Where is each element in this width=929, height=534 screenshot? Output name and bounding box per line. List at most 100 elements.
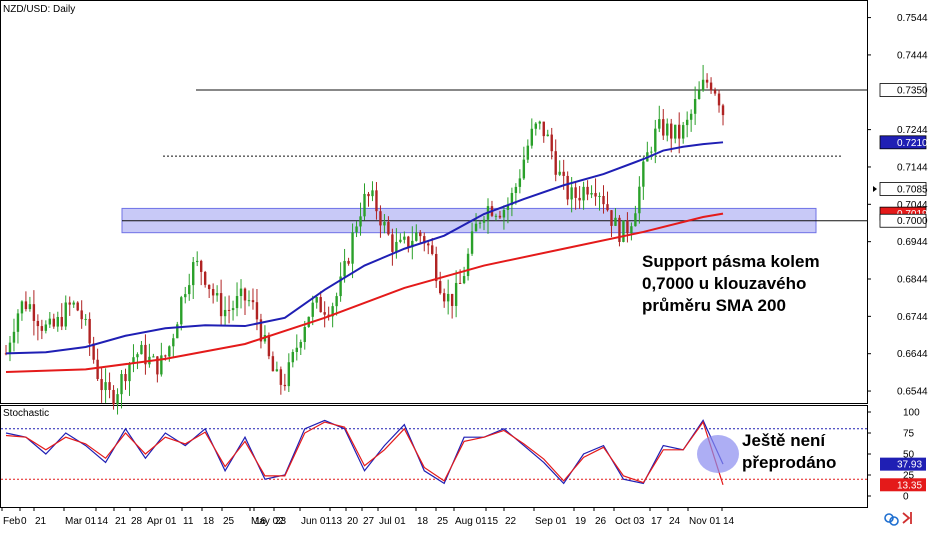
candle-body: [92, 343, 95, 360]
candle-body: [311, 302, 314, 317]
candle-body: [28, 304, 32, 310]
candle-body: [594, 193, 597, 197]
price-axis: 0.7544 0.7444 0.7244 0.7144 0.7044 0.6944 0.68…: [867, 13, 928, 398]
support-annotation-line-1: Support pásma kolem: [642, 252, 820, 271]
time-tick-label: 26: [595, 516, 607, 527]
time-tick-label: 15: [487, 516, 499, 527]
candle-body: [20, 301, 24, 314]
candle-body: [423, 236, 426, 244]
candle-body: [427, 243, 430, 246]
candle-body: [323, 312, 326, 315]
candle-body: [458, 282, 462, 284]
candle-body: [546, 134, 549, 137]
oversold-annotation-line-1: Ještě není: [742, 431, 826, 450]
candle-body: [112, 389, 115, 405]
candle-body: [466, 253, 470, 277]
candle-body: [415, 232, 418, 241]
candle-body: [227, 309, 231, 311]
time-tick-label: 25: [437, 516, 449, 527]
candle-body: [192, 262, 195, 286]
candle-body: [60, 316, 63, 327]
candle-body: [674, 124, 677, 139]
candle-body: [275, 369, 279, 372]
candle-body: [462, 276, 466, 284]
stochastic-line-1: [5, 420, 724, 485]
stochastic-tick-label: 100: [903, 408, 920, 419]
candle-body: [231, 308, 235, 311]
candle-body: [681, 125, 685, 139]
stochastic-panel-title: Stochastic: [3, 408, 49, 419]
stochastic-badge-label: 13.35: [897, 480, 922, 491]
candle-body: [76, 302, 79, 311]
candle-body: [387, 221, 390, 235]
candle-body: [713, 90, 717, 94]
candle-body: [526, 145, 530, 160]
candle-body: [606, 204, 609, 211]
candle-body: [199, 260, 203, 272]
candle-body: [108, 382, 111, 390]
support-annotation: Support pásma kolem 0,7000 u klouzavého …: [642, 252, 824, 315]
candle-body: [626, 220, 629, 234]
candle-body: [343, 260, 346, 277]
price-panel-title: NZD/USD: Daily: [3, 4, 75, 15]
candle-body: [474, 223, 478, 232]
candle-body: [116, 394, 119, 405]
price-badge-label: 0.7350: [897, 86, 928, 97]
candle-body: [701, 79, 705, 91]
candle-body: [470, 231, 474, 254]
candle-body: [40, 326, 44, 331]
time-tick-label: 18: [417, 516, 429, 527]
candle-body: [100, 379, 103, 391]
candle-body: [259, 319, 263, 342]
time-tick-label: 27: [363, 516, 375, 527]
stochastic-levels: [1, 428, 867, 480]
candle-body: [196, 260, 199, 263]
time-tick-label: Nov 01: [689, 516, 721, 527]
candle-body: [203, 271, 207, 285]
price-tick-label: 0.7444: [897, 50, 928, 61]
price-tick-label: 0.7544: [897, 13, 928, 24]
candle-body: [36, 320, 40, 327]
candle-body: [140, 344, 143, 355]
candle-body: [235, 296, 239, 309]
candle-body: [271, 356, 275, 372]
candle-body: [435, 253, 438, 282]
candle-body: [120, 374, 123, 395]
candle-body: [136, 354, 139, 358]
candle-body: [219, 293, 223, 317]
link-icon[interactable]: [884, 513, 899, 526]
highlight-circle: [697, 435, 739, 473]
support-annotation-line-3: průměru SMA 200: [642, 296, 786, 315]
candle-body: [172, 338, 175, 347]
candle-body: [279, 369, 283, 385]
candle-body: [662, 119, 665, 136]
candle-body: [188, 285, 191, 295]
collapse-arrow-icon[interactable]: [902, 512, 912, 524]
oversold-annotation-line-2: přeprodáno: [742, 453, 836, 472]
candle-body: [518, 178, 522, 187]
candle-body: [622, 220, 625, 242]
candle-body: [160, 355, 163, 375]
candle-body: [243, 288, 247, 301]
stochastic-badge: [880, 478, 926, 492]
ma-line-1: [5, 212, 724, 373]
candle-body: [291, 351, 295, 363]
candle-body: [677, 124, 681, 139]
stochastic-badges: 37.93 13.35: [880, 457, 926, 492]
time-tick-label: Feb: [3, 516, 21, 527]
candle-body: [717, 93, 721, 106]
candle-body: [598, 195, 601, 197]
support-annotation-line-2: 0,7000 u klouzavého: [642, 274, 806, 293]
candle-body: [319, 297, 322, 313]
candle-body: [156, 356, 159, 375]
candle-body: [610, 210, 613, 226]
candle-body: [498, 215, 502, 218]
candle-body: [72, 302, 75, 305]
time-tick-label: Jun 01: [301, 516, 331, 527]
price-tick-label: 0.7044: [897, 200, 928, 211]
candle-body: [670, 123, 673, 139]
candle-body: [566, 175, 569, 200]
candle-body: [407, 236, 410, 248]
candle-body: [558, 171, 561, 175]
candle-body: [654, 128, 657, 152]
